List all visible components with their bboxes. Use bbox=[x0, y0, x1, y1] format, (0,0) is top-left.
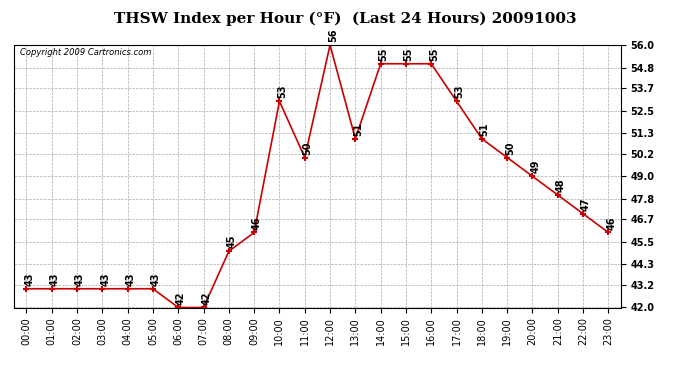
Text: 55: 55 bbox=[404, 48, 414, 61]
Text: THSW Index per Hour (°F)  (Last 24 Hours) 20091003: THSW Index per Hour (°F) (Last 24 Hours)… bbox=[114, 11, 576, 26]
Text: 53: 53 bbox=[277, 85, 287, 99]
Text: 43: 43 bbox=[24, 273, 34, 286]
Text: 42: 42 bbox=[201, 291, 211, 305]
Text: 43: 43 bbox=[75, 273, 85, 286]
Text: 49: 49 bbox=[530, 160, 540, 174]
Text: 47: 47 bbox=[581, 198, 591, 211]
Text: 46: 46 bbox=[252, 216, 262, 230]
Text: 43: 43 bbox=[126, 273, 135, 286]
Text: 51: 51 bbox=[353, 123, 363, 136]
Text: 50: 50 bbox=[505, 141, 515, 155]
Text: 53: 53 bbox=[454, 85, 464, 99]
Text: 43: 43 bbox=[100, 273, 110, 286]
Text: 48: 48 bbox=[555, 178, 566, 192]
Text: Copyright 2009 Cartronics.com: Copyright 2009 Cartronics.com bbox=[20, 48, 151, 57]
Text: 55: 55 bbox=[429, 48, 439, 61]
Text: 51: 51 bbox=[480, 123, 490, 136]
Text: 43: 43 bbox=[150, 273, 161, 286]
Text: 43: 43 bbox=[50, 273, 59, 286]
Text: 56: 56 bbox=[328, 29, 338, 42]
Text: 50: 50 bbox=[302, 141, 313, 155]
Text: 55: 55 bbox=[378, 48, 388, 61]
Text: 42: 42 bbox=[176, 291, 186, 305]
Text: 45: 45 bbox=[226, 235, 237, 249]
Text: 46: 46 bbox=[606, 216, 616, 230]
